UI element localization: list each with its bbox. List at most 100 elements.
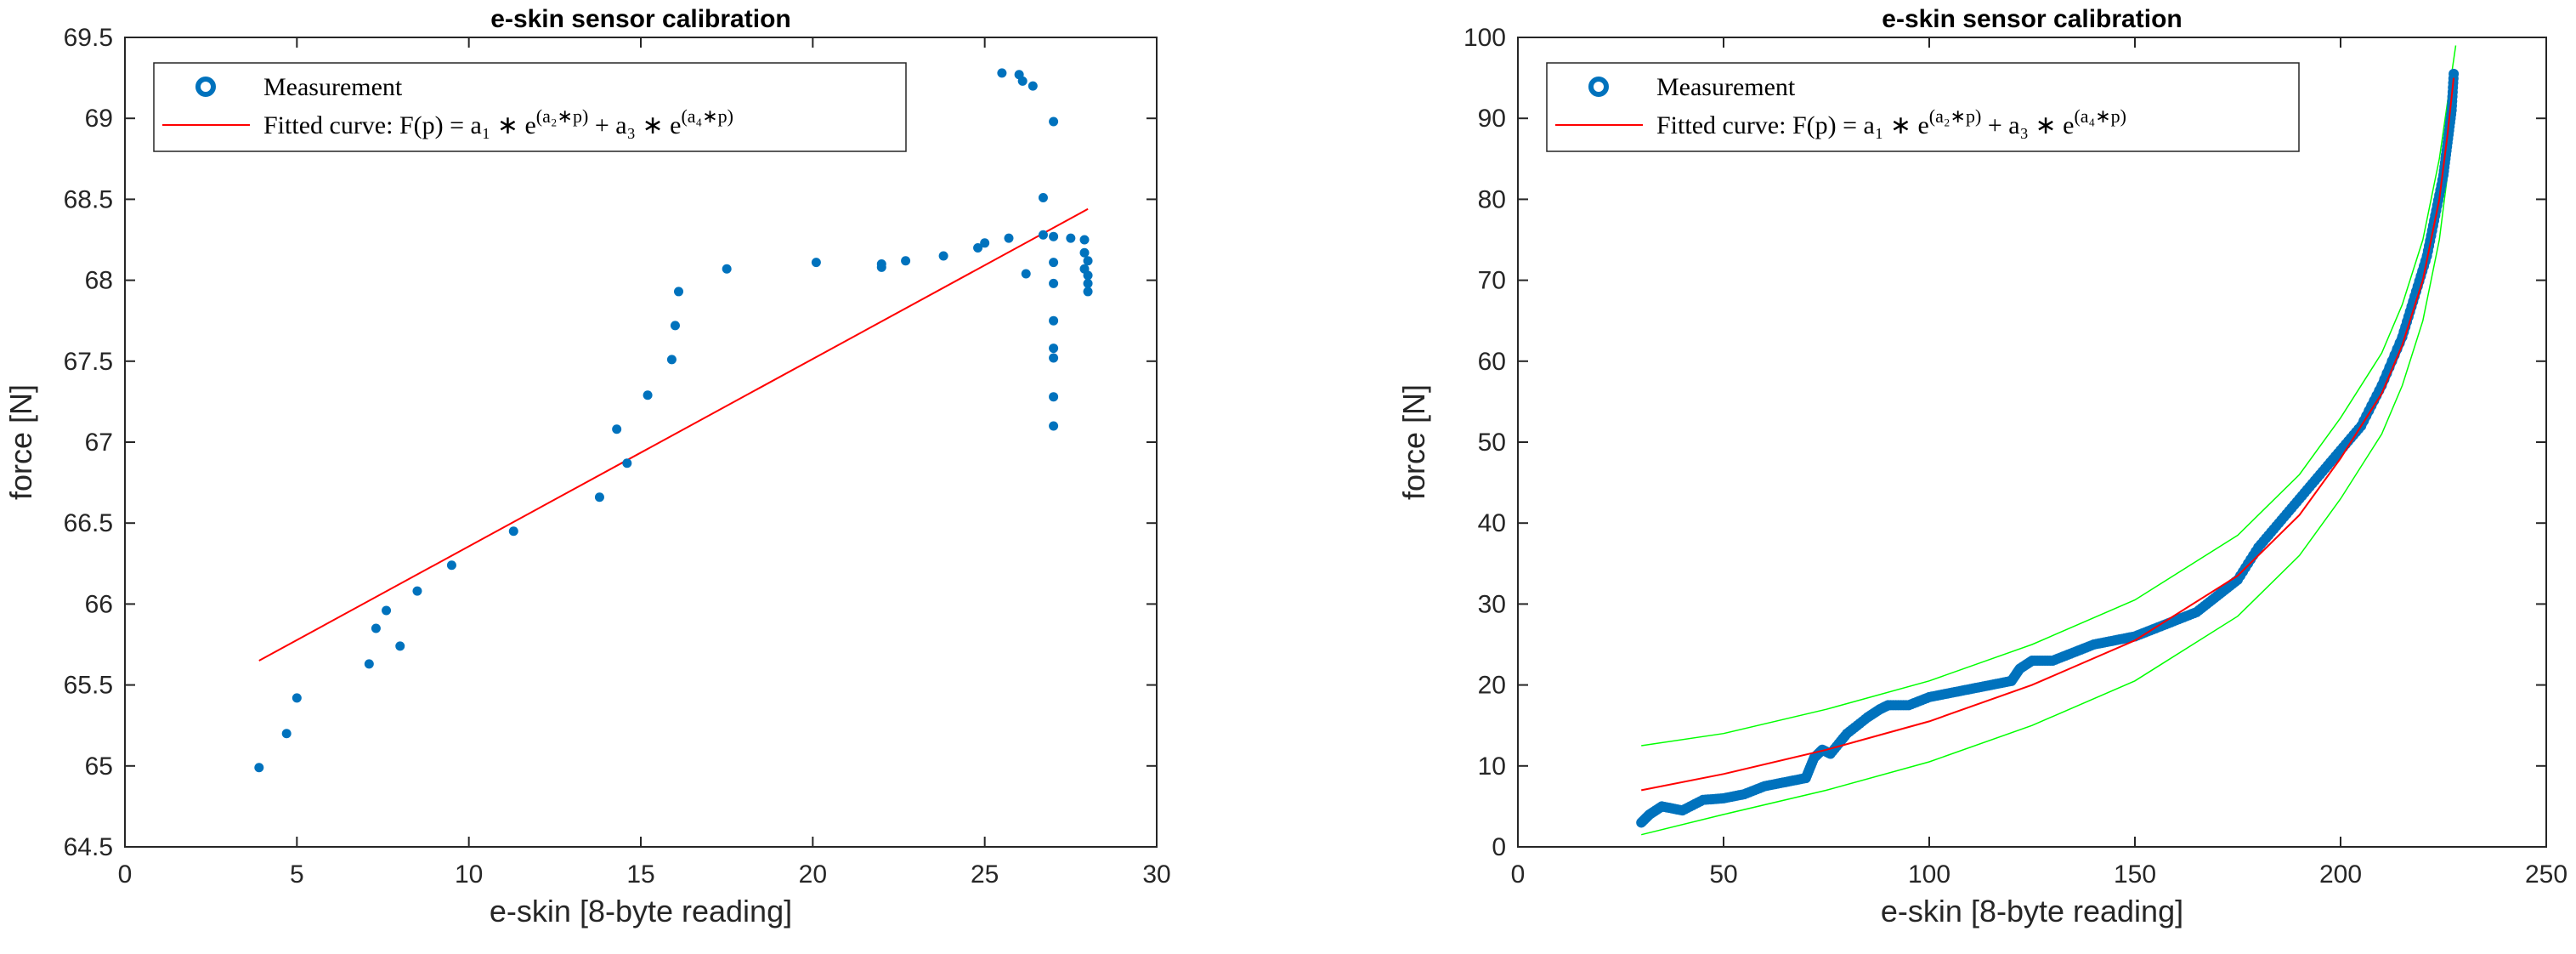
x-tick-label: 30 (1142, 860, 1170, 889)
measurement-point (1028, 81, 1038, 91)
y-tick-label: 20 (1478, 672, 1506, 700)
measurement-point (980, 238, 990, 248)
measurement-point (1083, 256, 1093, 266)
y-axis-label: force [N] (1396, 384, 1431, 500)
measurement-point (1049, 258, 1059, 268)
y-tick-label: 69.5 (64, 24, 113, 52)
measurement-point (1049, 421, 1059, 431)
y-tick-label: 67.5 (64, 348, 113, 376)
measurement-point (1049, 278, 1059, 288)
x-tick-label: 25 (971, 860, 999, 889)
measurement-point (382, 605, 392, 616)
measurement-point (594, 492, 604, 503)
y-tick-label: 68.5 (64, 185, 113, 213)
lower-bound-curve (1641, 110, 2454, 836)
y-tick-label: 68 (85, 267, 113, 295)
measurement-point (395, 641, 405, 651)
legend-measurement-label: Measurement (263, 73, 403, 101)
measurement-point (666, 355, 677, 365)
measurement-point (1079, 247, 1090, 258)
legend-box (1546, 62, 2300, 152)
measurement-point (281, 729, 292, 739)
measurement-point (1021, 269, 1031, 279)
y-tick-label: 66.5 (64, 509, 113, 537)
measurement-point (254, 763, 264, 773)
measurement-point (1049, 231, 1059, 241)
y-tick-label: 80 (1478, 185, 1506, 213)
measurement-point (722, 264, 732, 274)
chart-panel-1: 0 5 10 15 20 25 30 64.5 65 65.5 66 66.5 67 67.5 68 68.5… (3, 5, 1171, 928)
measurement-point (622, 458, 632, 468)
legend-fit-label: Fitted curve: F(p) = a₁ ∗ e(a₂∗p)​ + a₃ … (263, 105, 733, 139)
legend-measurement-label: Measurement (1656, 73, 1796, 101)
y-tick-label: 30 (1478, 590, 1506, 618)
measurement-point (973, 243, 983, 253)
x-tick-label: 50 (1709, 860, 1737, 889)
y-tick-label: 66 (85, 590, 113, 618)
axes-box (124, 37, 1158, 848)
y-tick-label: 100 (1464, 24, 1506, 52)
y-tick-label: 70 (1478, 267, 1506, 295)
measurement-point (1079, 235, 1090, 245)
y-tick-label: 10 (1478, 752, 1506, 781)
measurement-point (292, 693, 302, 703)
measurement-point (1083, 278, 1093, 288)
x-tick-label: 250 (2525, 860, 2568, 889)
y-tick-label: 40 (1478, 509, 1506, 537)
legend-measurement-marker (1588, 77, 1609, 97)
measurement-point (364, 659, 374, 669)
x-tick-label: 200 (2319, 860, 2362, 889)
legend-fit-label: Fitted curve: F(p) = a₁ ∗ e(a₂∗p)​ + a₃ … (1656, 105, 2126, 139)
legend: Measurement Fitted curve: F(p) = a₁ ∗ e(a… (153, 62, 907, 152)
measurement-point (1038, 230, 1048, 240)
measurement-point (412, 586, 422, 596)
measurement-point (997, 68, 1007, 78)
measurement-point (670, 321, 680, 331)
measurement-point (1049, 392, 1059, 402)
measurement-point (1049, 315, 1059, 326)
y-tick-label: 67 (85, 429, 113, 457)
measurement-point (901, 256, 911, 266)
measurement-point (1049, 344, 1059, 354)
y-tick-label: 64.5 (64, 833, 113, 861)
chart-title: e-skin sensor calibration (1882, 5, 2182, 33)
legend: Measurement Fitted curve: F(p) = a₁ ∗ e(a… (1546, 62, 2300, 152)
x-tick-label: 0 (1511, 860, 1526, 889)
measurement-point (674, 287, 684, 297)
legend-box (153, 62, 907, 152)
plot-area (1636, 45, 2460, 836)
chart-panel-2: 0 50 100 150 200 250 0 10 20 30 40 50 60 70 80 90 100 e-s… (1396, 5, 2568, 928)
y-tick-label: 60 (1478, 348, 1506, 376)
measurement-point (1066, 233, 1076, 243)
x-tick-label: 5 (290, 860, 304, 889)
fitted-curve (1641, 77, 2455, 792)
measurement-point (1017, 76, 1028, 86)
measurement-point (1038, 192, 1048, 202)
x-axis-label: e-skin [8-byte reading] (490, 894, 792, 928)
measurement-point (446, 560, 456, 571)
x-axis-label: e-skin [8-byte reading] (1881, 894, 2183, 928)
measurement-point (1083, 287, 1093, 297)
measurement-point (1083, 270, 1093, 281)
measurement-point (2449, 68, 2460, 79)
x-tick-label: 150 (2114, 860, 2156, 889)
x-tick-label: 100 (1908, 860, 1950, 889)
measurement-point (876, 259, 886, 270)
x-tick-label: 0 (118, 860, 133, 889)
y-tick-label: 0 (1492, 833, 1506, 861)
measurement-point (643, 390, 653, 400)
measurement-point (612, 424, 622, 434)
fitted-curve (258, 207, 1089, 662)
legend-measurement-marker (195, 77, 216, 97)
y-tick-label: 90 (1478, 105, 1506, 133)
measurement-point (371, 623, 381, 633)
measurement-point (811, 258, 821, 268)
x-tick-label: 20 (799, 860, 827, 889)
measurement-point (1049, 353, 1059, 363)
x-tick-label: 10 (455, 860, 483, 889)
chart-title: e-skin sensor calibration (490, 5, 790, 33)
x-tick-label: 15 (626, 860, 654, 889)
measurement-point (938, 251, 948, 261)
measurement-point (1004, 233, 1014, 243)
